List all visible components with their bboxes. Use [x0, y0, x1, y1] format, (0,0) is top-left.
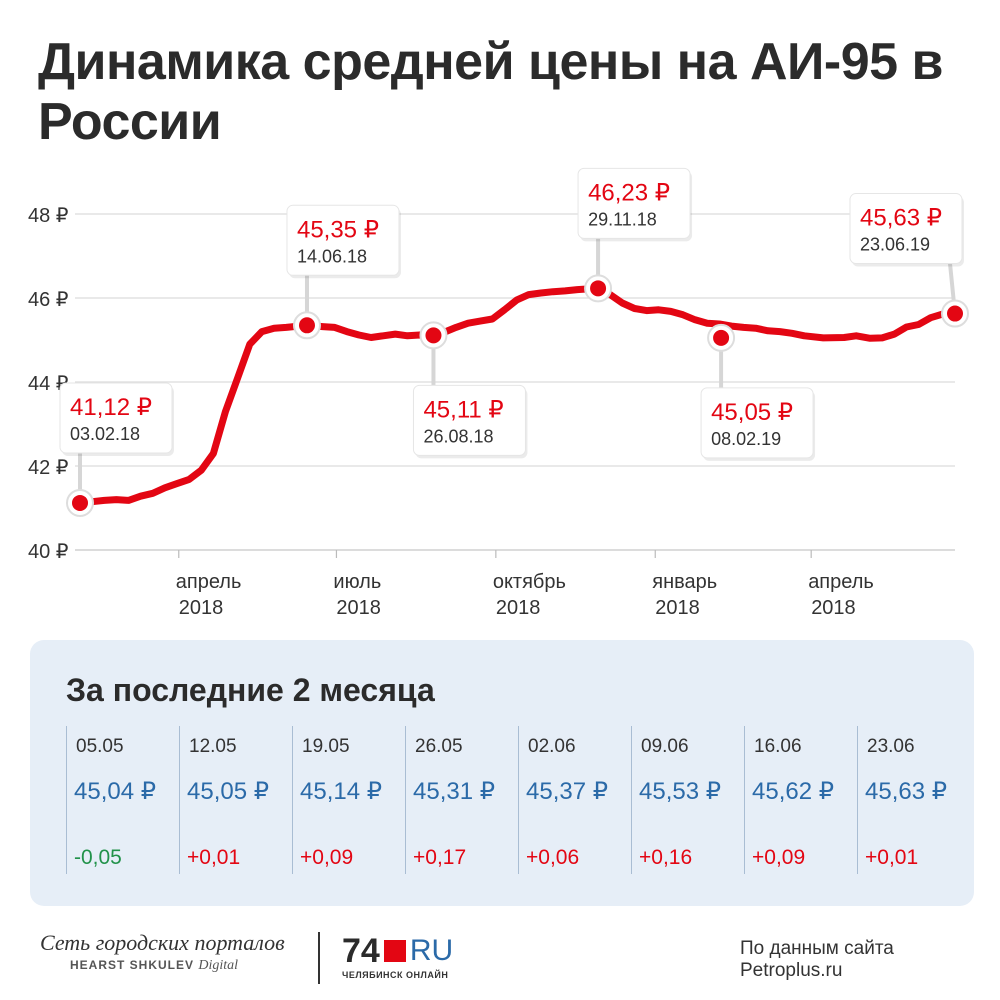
callout-box [849, 193, 963, 265]
callout-date: 29.11.18 [588, 209, 657, 229]
weekly-prices: 05.05 45,04 ₽ -0,05 12.05 45,05 ₽ +0,01 19.05 4… [66, 726, 966, 876]
week-column: 16.06 45,62 ₽ +0,09 [744, 726, 857, 874]
callout-date: 08.02.19 [711, 429, 781, 449]
source-line-2: Petroplus.ru [740, 960, 843, 981]
x-tick-year: 2018 [336, 597, 381, 619]
week-date: 09.06 [641, 736, 689, 757]
y-tick-label: 40 ₽ [28, 541, 69, 563]
data-point-marker [298, 317, 315, 334]
week-date: 02.06 [528, 736, 576, 757]
week-date: 26.05 [415, 736, 463, 757]
week-date: 16.06 [754, 736, 802, 757]
y-tick-label: 48 ₽ [28, 205, 69, 227]
source-line-1: По данным сайта [740, 938, 894, 959]
callout-box [59, 382, 173, 454]
network-sub: HEARST SHKULEV Digital [70, 958, 285, 974]
week-change: -0,05 [74, 846, 122, 869]
x-tick-label: январь [652, 571, 717, 593]
week-date: 23.06 [867, 736, 915, 757]
panel-title: За последние 2 месяца [66, 672, 435, 708]
week-change: +0,01 [865, 846, 919, 869]
data-point-marker [590, 280, 607, 297]
week-column: 05.05 45,04 ₽ -0,05 [66, 726, 179, 874]
callout-box [412, 384, 526, 456]
x-tick-label: октябрь [493, 571, 566, 593]
data-point-marker [425, 327, 442, 344]
week-change: +0,06 [526, 846, 580, 869]
x-tick-label: июль [333, 571, 381, 593]
week-column: 09.06 45,53 ₽ +0,16 [631, 726, 744, 874]
data-point-marker [713, 329, 730, 346]
week-column: 19.05 45,14 ₽ +0,09 [292, 726, 405, 874]
week-price: 45,63 ₽ [865, 778, 947, 805]
logo-subtitle: ЧЕЛЯБИНСК ОНЛАЙН [342, 970, 449, 980]
callout-box [700, 387, 814, 459]
data-point-marker [947, 305, 963, 322]
y-tick-label: 42 ₽ [28, 457, 69, 479]
week-change: +0,09 [300, 846, 354, 869]
logo-number: 74 [342, 932, 380, 970]
week-date: 05.05 [76, 736, 124, 757]
callout-date: 03.02.18 [70, 424, 140, 444]
x-tick-year: 2018 [179, 597, 224, 619]
week-price: 45,04 ₽ [74, 778, 156, 805]
callout-price: 45,05 ₽ [711, 399, 793, 426]
x-tick-year: 2018 [655, 597, 700, 619]
week-change: +0,09 [752, 846, 806, 869]
callout-price: 45,35 ₽ [297, 216, 379, 243]
logo-ru: RU [409, 934, 454, 967]
x-tick-year: 2018 [811, 597, 856, 619]
week-price: 45,62 ₽ [752, 778, 834, 805]
x-tick-label: апрель [808, 571, 874, 593]
week-price: 45,31 ₽ [413, 778, 495, 805]
x-tick-label: апрель [176, 571, 242, 593]
network-name: Сеть городских порталов [40, 930, 285, 955]
y-tick-label: 44 ₽ [28, 373, 69, 395]
logo-square-icon [383, 940, 406, 962]
y-tick-label: 46 ₽ [28, 289, 69, 311]
week-date: 19.05 [302, 736, 350, 757]
callout-date: 23.06.19 [860, 235, 930, 255]
network-logo: Сеть городских порталов HEARST SHKULEV D… [40, 930, 285, 974]
network-sub-company: HEARST SHKULEV [70, 958, 195, 972]
week-column: 12.05 45,05 ₽ +0,01 [179, 726, 292, 874]
week-date: 12.05 [189, 736, 237, 757]
chart-title: Динамика средней цены на АИ-95 в России [38, 33, 943, 151]
week-column: 02.06 45,37 ₽ +0,06 [518, 726, 631, 874]
week-price: 45,37 ₽ [526, 778, 608, 805]
week-price: 45,53 ₽ [639, 778, 721, 805]
week-change: +0,16 [639, 846, 693, 869]
network-sub-digital: Digital [198, 958, 239, 973]
callout-date: 26.08.18 [423, 426, 493, 446]
callout-price: 46,23 ₽ [588, 179, 670, 206]
week-change: +0,17 [413, 846, 467, 869]
callout-box [286, 204, 400, 276]
callout-price: 41,12 ₽ [70, 394, 152, 421]
week-price: 45,14 ₽ [300, 778, 382, 805]
callout-date: 14.06.18 [297, 246, 367, 266]
callout-price: 45,63 ₽ [860, 205, 942, 232]
price-line-chart: 48 ₽ 46 ₽ 44 ₽ 42 ₽ 40 ₽ апрель 2018 июль 2018 о… [28, 167, 969, 619]
week-column: 26.05 45,31 ₽ +0,17 [405, 726, 518, 874]
callout-price: 45,11 ₽ [423, 396, 503, 423]
footer-divider [318, 932, 320, 984]
week-change: +0,01 [187, 846, 241, 869]
data-source: По данным сайта Petroplus.ru [740, 938, 894, 982]
callout-box [577, 167, 691, 239]
data-point-marker [72, 494, 88, 511]
x-tick-year: 2018 [496, 597, 540, 619]
site-logo: 74 RU ЧЕЛЯБИНСК ОНЛАЙН [342, 934, 453, 980]
week-column: 23.06 45,63 ₽ +0,01 [857, 726, 970, 874]
week-price: 45,05 ₽ [187, 778, 269, 805]
last-two-months-panel: За последние 2 месяца 05.05 45,04 ₽ -0,05 1… [30, 640, 974, 906]
price-series-line [76, 284, 959, 507]
